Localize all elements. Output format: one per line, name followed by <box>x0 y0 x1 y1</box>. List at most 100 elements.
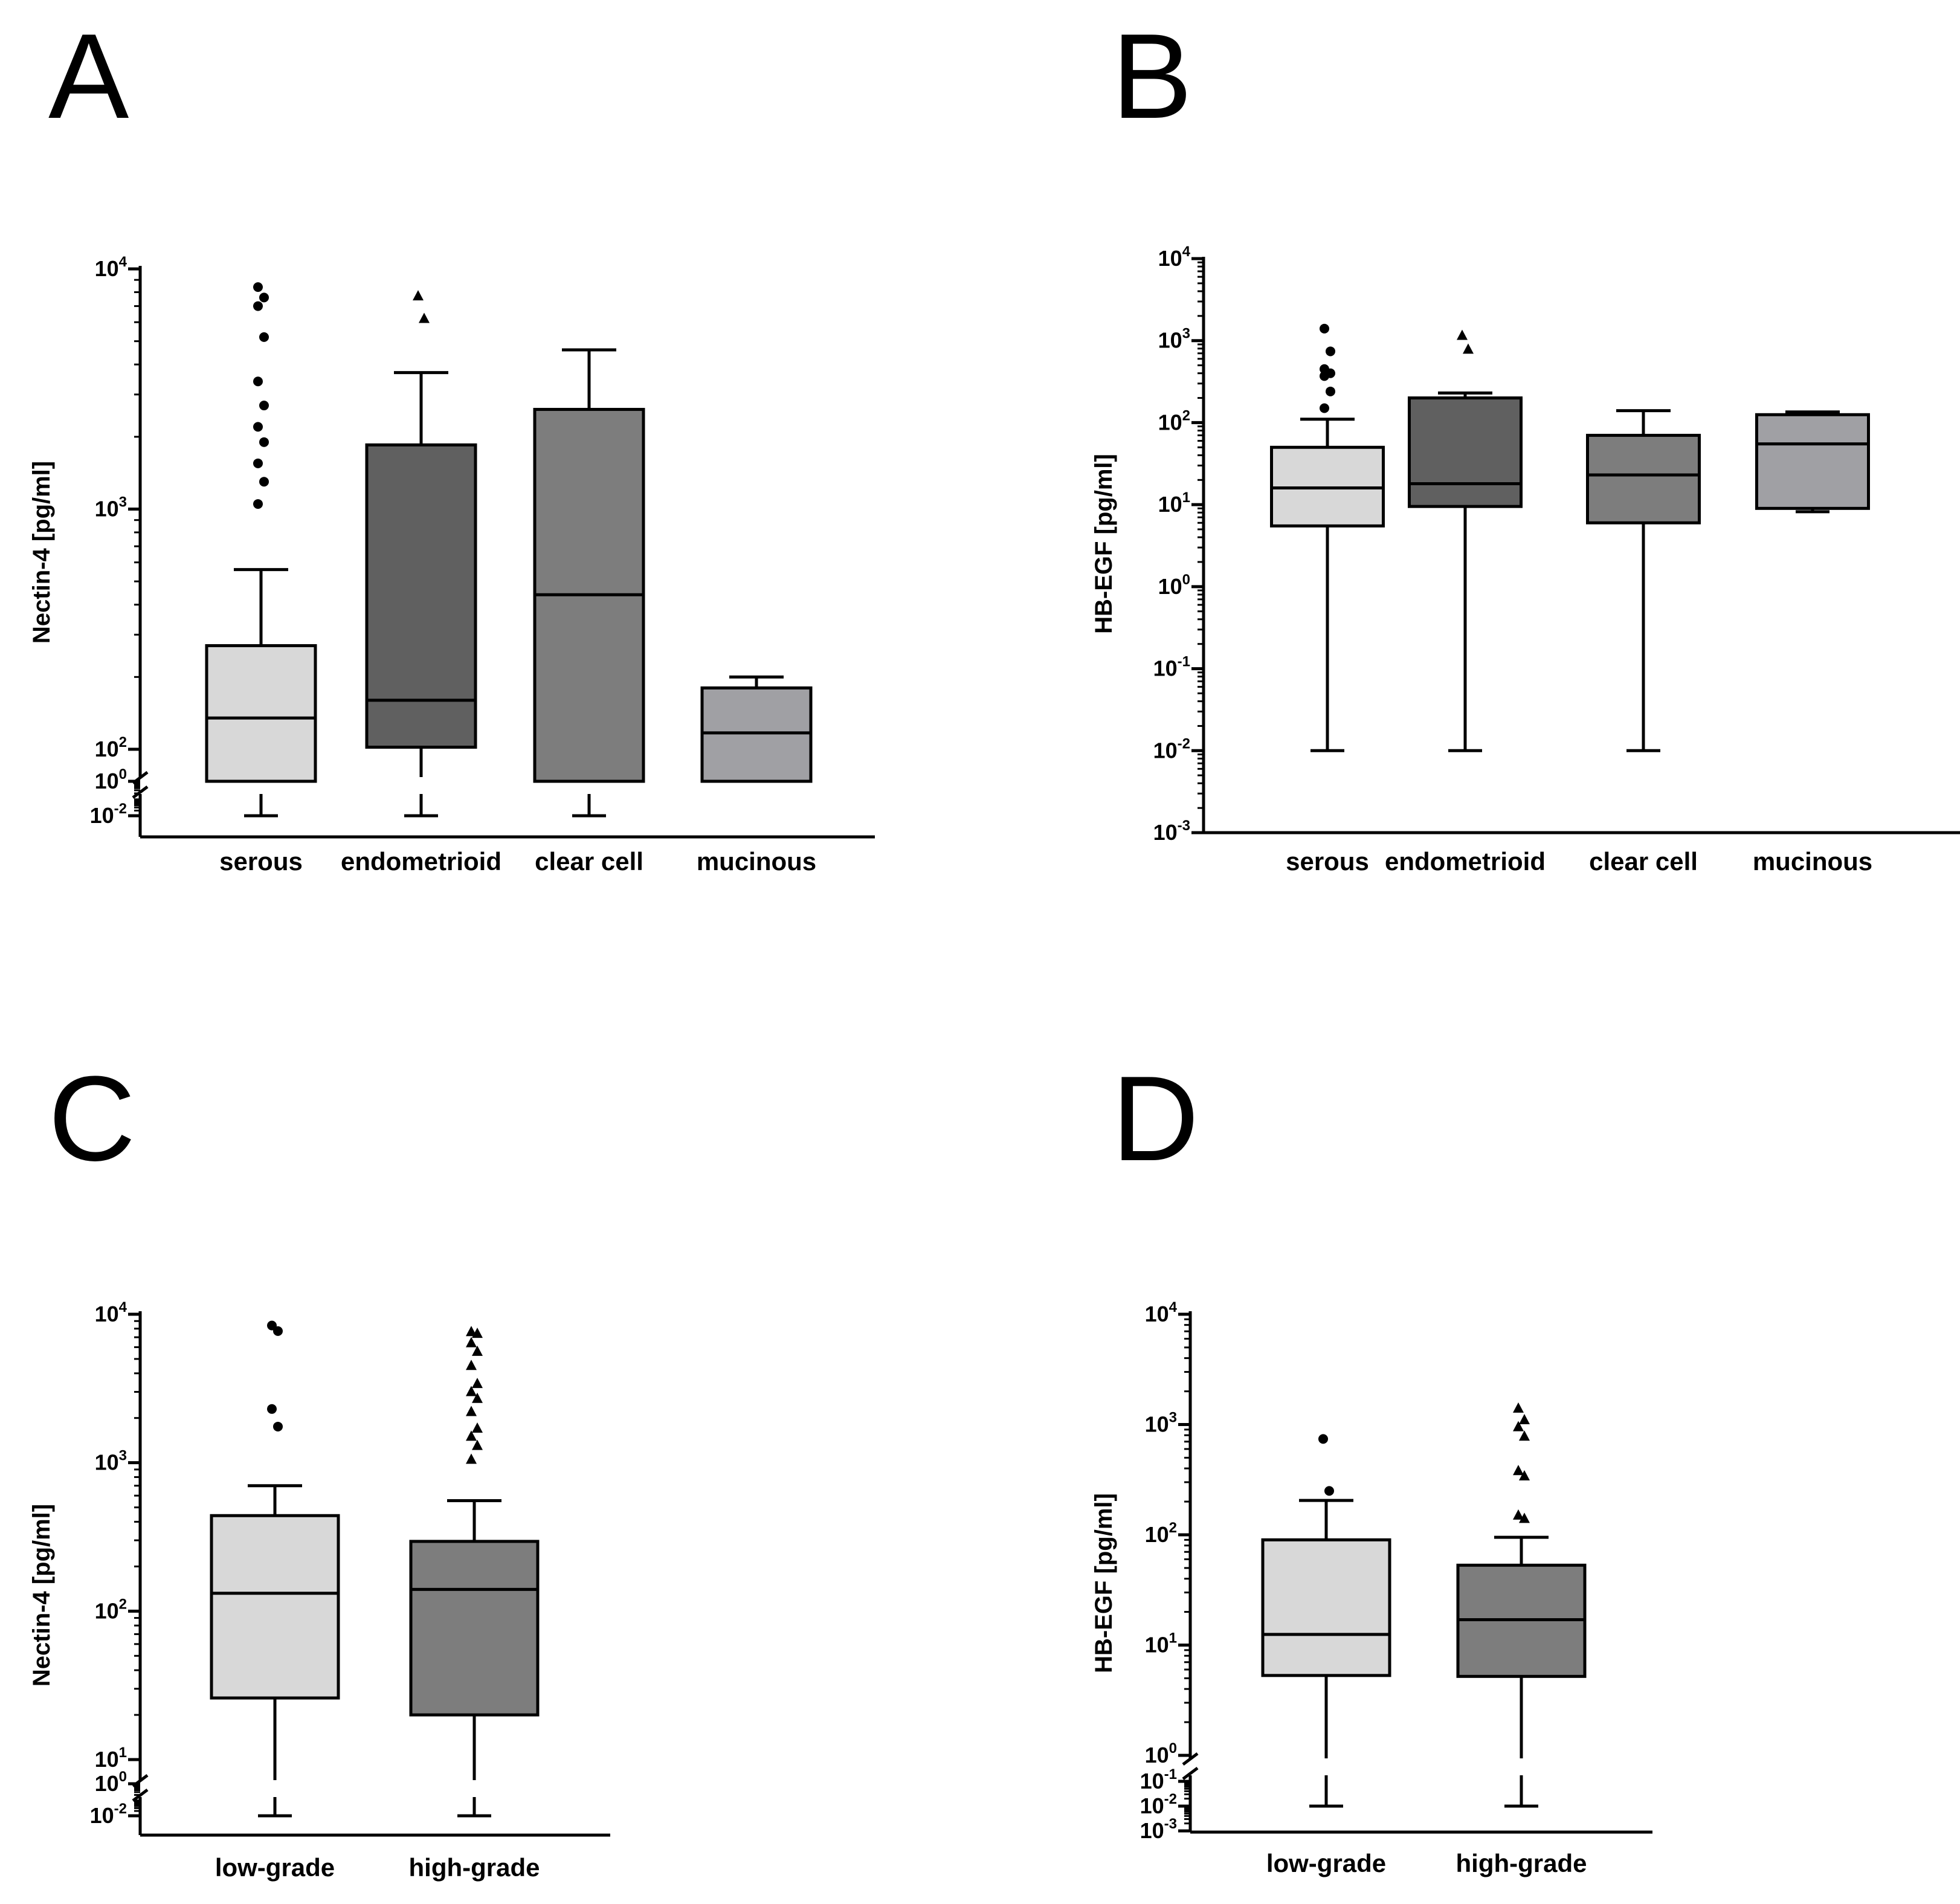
outlier-point <box>1519 1430 1530 1441</box>
panel-d: DHB-EGF [pg/ml]10410310210110010-110-210… <box>1091 1051 1652 1877</box>
tick-exponent: 0 <box>1182 572 1190 588</box>
outlier-point <box>466 1453 477 1464</box>
tick-base: 10 <box>95 1450 119 1475</box>
axis-break-mark <box>1182 1752 1199 1766</box>
panel-letter: D <box>1112 1051 1199 1186</box>
tick-base: 10 <box>1145 1522 1169 1547</box>
tick-base: 10 <box>95 769 119 793</box>
outlier-point <box>472 1439 483 1450</box>
x-category-label: high-grade <box>409 1853 540 1882</box>
outlier-point <box>472 1378 483 1389</box>
y-axis-label: HB-EGF [pg/ml] <box>1091 454 1117 634</box>
tick-exponent: 2 <box>119 734 127 750</box>
y-tick-label: 104 <box>1158 244 1191 271</box>
tick-base: 10 <box>95 1598 119 1623</box>
tick-base: 10 <box>1153 820 1178 845</box>
y-tick-label: 102 <box>95 734 127 761</box>
outlier-point <box>472 1328 483 1338</box>
y-tick-label: 10-2 <box>1153 735 1190 763</box>
y-tick-label: 100 <box>95 766 127 793</box>
outlier-point <box>1318 1434 1328 1444</box>
tick-exponent: 1 <box>1182 489 1190 506</box>
panel-letter: C <box>48 1051 135 1186</box>
tick-exponent: -2 <box>1178 735 1190 752</box>
tick-exponent: 1 <box>119 1744 127 1761</box>
y-tick-label: 10-3 <box>1153 818 1190 845</box>
outlier-point <box>1457 329 1468 340</box>
x-category-label: mucinous <box>1753 847 1872 876</box>
tick-base: 10 <box>90 1803 114 1828</box>
outlier-point <box>253 499 263 509</box>
tick-base: 10 <box>1153 656 1178 681</box>
y-tick-label: 101 <box>1145 1630 1177 1657</box>
outlier-point <box>1326 386 1335 396</box>
tick-exponent: 4 <box>1169 1299 1178 1315</box>
outlier-point <box>253 458 263 468</box>
outlier-point <box>253 282 263 292</box>
tick-base: 10 <box>1140 1793 1164 1818</box>
box-clear-cell <box>533 348 645 818</box>
box-serous <box>1270 323 1385 752</box>
tick-exponent: 3 <box>119 1448 127 1464</box>
tick-base: 10 <box>1140 1818 1164 1843</box>
box-mucinous <box>700 675 813 783</box>
outlier-point <box>253 301 263 311</box>
iqr-box <box>1261 1538 1391 1677</box>
box-low-grade <box>210 1320 340 1818</box>
tick-exponent: -2 <box>114 801 127 817</box>
tick-base: 10 <box>1145 1633 1169 1657</box>
outlier-point <box>1513 1465 1524 1476</box>
iqr-box <box>205 644 317 783</box>
y-tick-label: 103 <box>95 494 127 521</box>
tick-base: 10 <box>1158 492 1182 517</box>
tick-base: 10 <box>1153 738 1178 763</box>
iqr-box <box>409 1540 540 1717</box>
tick-exponent: -1 <box>1164 1766 1177 1783</box>
panel-letter: A <box>48 9 129 144</box>
iqr-box <box>700 686 813 783</box>
tick-exponent: 1 <box>1169 1630 1177 1647</box>
y-tick-label: 10-1 <box>1153 654 1190 681</box>
outlier-point <box>1324 1486 1334 1496</box>
iqr-box <box>1755 413 1870 510</box>
outlier-point <box>466 1360 477 1370</box>
y-tick-label: 104 <box>1145 1299 1178 1326</box>
iqr-box <box>1586 433 1701 524</box>
outlier-point <box>419 312 430 323</box>
box-endometrioid <box>365 290 477 818</box>
outlier-point <box>466 1337 477 1347</box>
tick-exponent: 0 <box>119 766 127 783</box>
x-category-label: serous <box>1286 847 1369 876</box>
box-mucinous <box>1755 410 1870 514</box>
tick-base: 10 <box>95 497 119 521</box>
outlier-point <box>259 437 269 447</box>
y-tick-label: 102 <box>95 1596 127 1623</box>
y-tick-label: 101 <box>1158 489 1190 517</box>
tick-exponent: 4 <box>119 254 127 270</box>
outlier-point <box>1326 346 1335 357</box>
tick-base: 10 <box>90 803 114 828</box>
outlier-point <box>267 1404 277 1414</box>
y-tick-label: 100 <box>1145 1740 1177 1767</box>
y-tick-label: 10-2 <box>90 801 127 828</box>
tick-exponent: 3 <box>1182 326 1190 342</box>
tick-exponent: 2 <box>1182 407 1190 424</box>
y-axis-label: HB-EGF [pg/ml] <box>1091 1493 1117 1673</box>
y-tick-label: 101 <box>95 1744 127 1772</box>
box-serous <box>205 282 317 818</box>
axis-break-mark <box>1182 1767 1199 1780</box>
tick-exponent: 4 <box>1182 244 1191 260</box>
outlier-point <box>1519 1512 1530 1523</box>
tick-exponent: -3 <box>1178 818 1190 834</box>
tick-base: 10 <box>1158 328 1182 353</box>
x-category-label: endometrioid <box>341 847 501 876</box>
panel-letter: B <box>1112 9 1192 144</box>
outlier-point <box>1463 343 1474 354</box>
outlier-point <box>1519 1470 1530 1481</box>
y-tick-label: 10-2 <box>1140 1791 1177 1818</box>
outlier-point <box>1320 323 1329 334</box>
tick-base: 10 <box>1140 1769 1164 1793</box>
outlier-point <box>259 477 269 487</box>
box-endometrioid <box>1408 329 1523 752</box>
y-tick-label: 103 <box>95 1448 127 1475</box>
